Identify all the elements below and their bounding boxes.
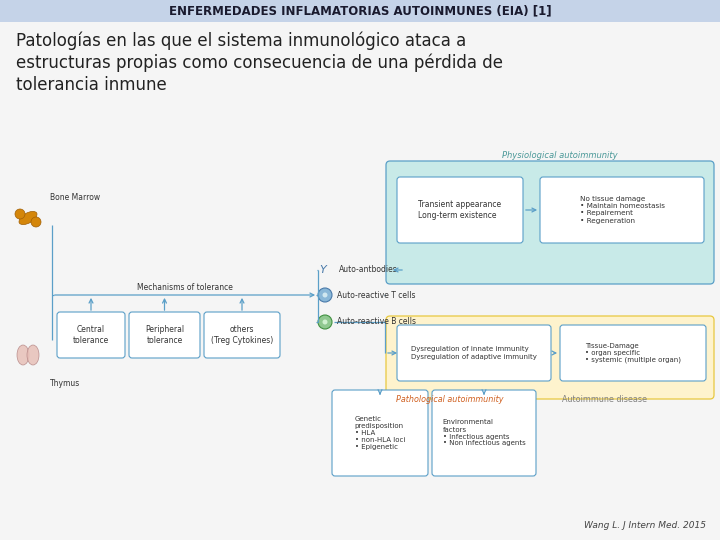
Text: Bone Marrow: Bone Marrow (50, 193, 100, 202)
FancyBboxPatch shape (397, 325, 551, 381)
FancyBboxPatch shape (332, 390, 428, 476)
FancyBboxPatch shape (540, 177, 704, 243)
Text: Pathological autoimmunity: Pathological autoimmunity (396, 395, 504, 404)
Bar (0, 0, 720, 22)
Text: estructuras propias como consecuencia de una pérdida de: estructuras propias como consecuencia de… (16, 54, 503, 72)
Text: Mechanisms of tolerance: Mechanisms of tolerance (137, 282, 233, 292)
Text: Environmental
factors
• Infectious agents
• Non infectious agents: Environmental factors • Infectious agent… (443, 420, 526, 447)
FancyBboxPatch shape (397, 177, 523, 243)
FancyBboxPatch shape (432, 390, 536, 476)
Text: Central
tolerance: Central tolerance (73, 325, 109, 345)
Text: ENFERMEDADES INFLAMATORIAS AUTOINMUNES (EIA) [1]: ENFERMEDADES INFLAMATORIAS AUTOINMUNES (… (168, 4, 552, 17)
Ellipse shape (17, 345, 29, 365)
Circle shape (15, 209, 25, 219)
Circle shape (323, 320, 328, 325)
FancyBboxPatch shape (386, 161, 714, 284)
Text: Wang L. J Intern Med. 2015: Wang L. J Intern Med. 2015 (584, 521, 706, 530)
Text: Genetic
predisposition
• HLA
• non-HLA loci
• Epigenetic: Genetic predisposition • HLA • non-HLA l… (355, 416, 405, 450)
Text: Patologías en las que el sistema inmunológico ataca a: Patologías en las que el sistema inmunol… (16, 32, 467, 51)
Text: Dysregulation of innate immunity
Dysregulation of adaptive immunity: Dysregulation of innate immunity Dysregu… (411, 347, 537, 360)
Text: Auto-reactive B cells: Auto-reactive B cells (337, 318, 416, 327)
Text: Thymus: Thymus (50, 379, 80, 388)
FancyBboxPatch shape (560, 325, 706, 381)
Circle shape (31, 217, 41, 227)
Text: Transient appearance
Long-term existence: Transient appearance Long-term existence (418, 200, 502, 220)
Circle shape (323, 293, 328, 298)
Circle shape (318, 315, 332, 329)
FancyBboxPatch shape (57, 312, 125, 358)
Text: Y: Y (320, 265, 326, 275)
Ellipse shape (27, 345, 39, 365)
Text: Physiological autoimmunity: Physiological autoimmunity (502, 152, 618, 160)
Text: Peripheral
tolerance: Peripheral tolerance (145, 325, 184, 345)
Text: others
(Treg Cytokines): others (Treg Cytokines) (211, 325, 273, 345)
Text: Autoimmune disease: Autoimmune disease (562, 395, 647, 404)
Text: tolerancia inmune: tolerancia inmune (16, 76, 167, 94)
Text: Tissue-Damage
• organ specific
• systemic (multiple organ): Tissue-Damage • organ specific • systemi… (585, 343, 681, 363)
Text: Auto-reactive T cells: Auto-reactive T cells (337, 291, 415, 300)
Circle shape (318, 288, 332, 302)
Ellipse shape (19, 211, 37, 225)
Text: Auto-antbodies: Auto-antbodies (339, 266, 397, 274)
Text: No tissue damage
• Maintain homeostasis
• Repairement
• Regeneration: No tissue damage • Maintain homeostasis … (580, 197, 665, 224)
FancyBboxPatch shape (129, 312, 200, 358)
FancyBboxPatch shape (204, 312, 280, 358)
FancyBboxPatch shape (386, 316, 714, 399)
